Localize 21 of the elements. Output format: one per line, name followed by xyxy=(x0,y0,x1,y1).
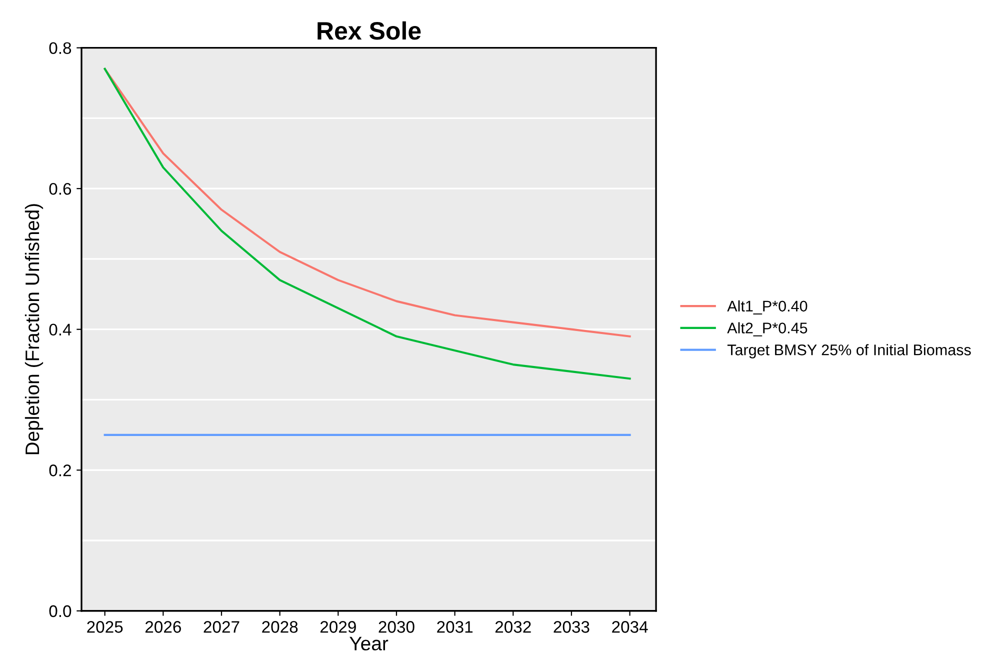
y-tick-label: 0.6 xyxy=(49,182,72,195)
legend-label: Alt1_P*0.40 xyxy=(727,300,808,314)
x-tick-label: 2031 xyxy=(437,621,473,633)
y-tick-label: 0.4 xyxy=(49,324,72,336)
x-tick-label: 2027 xyxy=(204,621,240,633)
x-tick-label: 2025 xyxy=(87,621,123,633)
x-tick-label: 2032 xyxy=(495,621,531,633)
legend-label: Alt2_P*0.45 xyxy=(727,322,808,336)
chart-title: Rex Sole xyxy=(318,21,421,40)
x-tick-label: 2033 xyxy=(554,621,590,633)
x-tick-label: 2029 xyxy=(320,621,356,633)
y-tick-label: 0.8 xyxy=(49,42,72,54)
x-tick-label: 2026 xyxy=(145,621,181,633)
y-tick-label: 0.2 xyxy=(49,464,71,476)
y-tick-label: 0.0 xyxy=(49,605,72,618)
x-tick-label: 2028 xyxy=(262,621,298,633)
x-tick-label: 2030 xyxy=(378,621,414,633)
y-axis-title: Depletion (Fraction Unfished) xyxy=(24,204,44,454)
legend-label: Target BMSY 25% of Initial Biomass xyxy=(727,344,971,358)
x-tick-label: 2034 xyxy=(612,621,648,633)
x-axis-title: Year xyxy=(350,636,388,650)
